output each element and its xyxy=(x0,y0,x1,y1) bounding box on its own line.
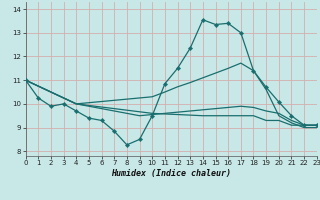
X-axis label: Humidex (Indice chaleur): Humidex (Indice chaleur) xyxy=(111,169,231,178)
